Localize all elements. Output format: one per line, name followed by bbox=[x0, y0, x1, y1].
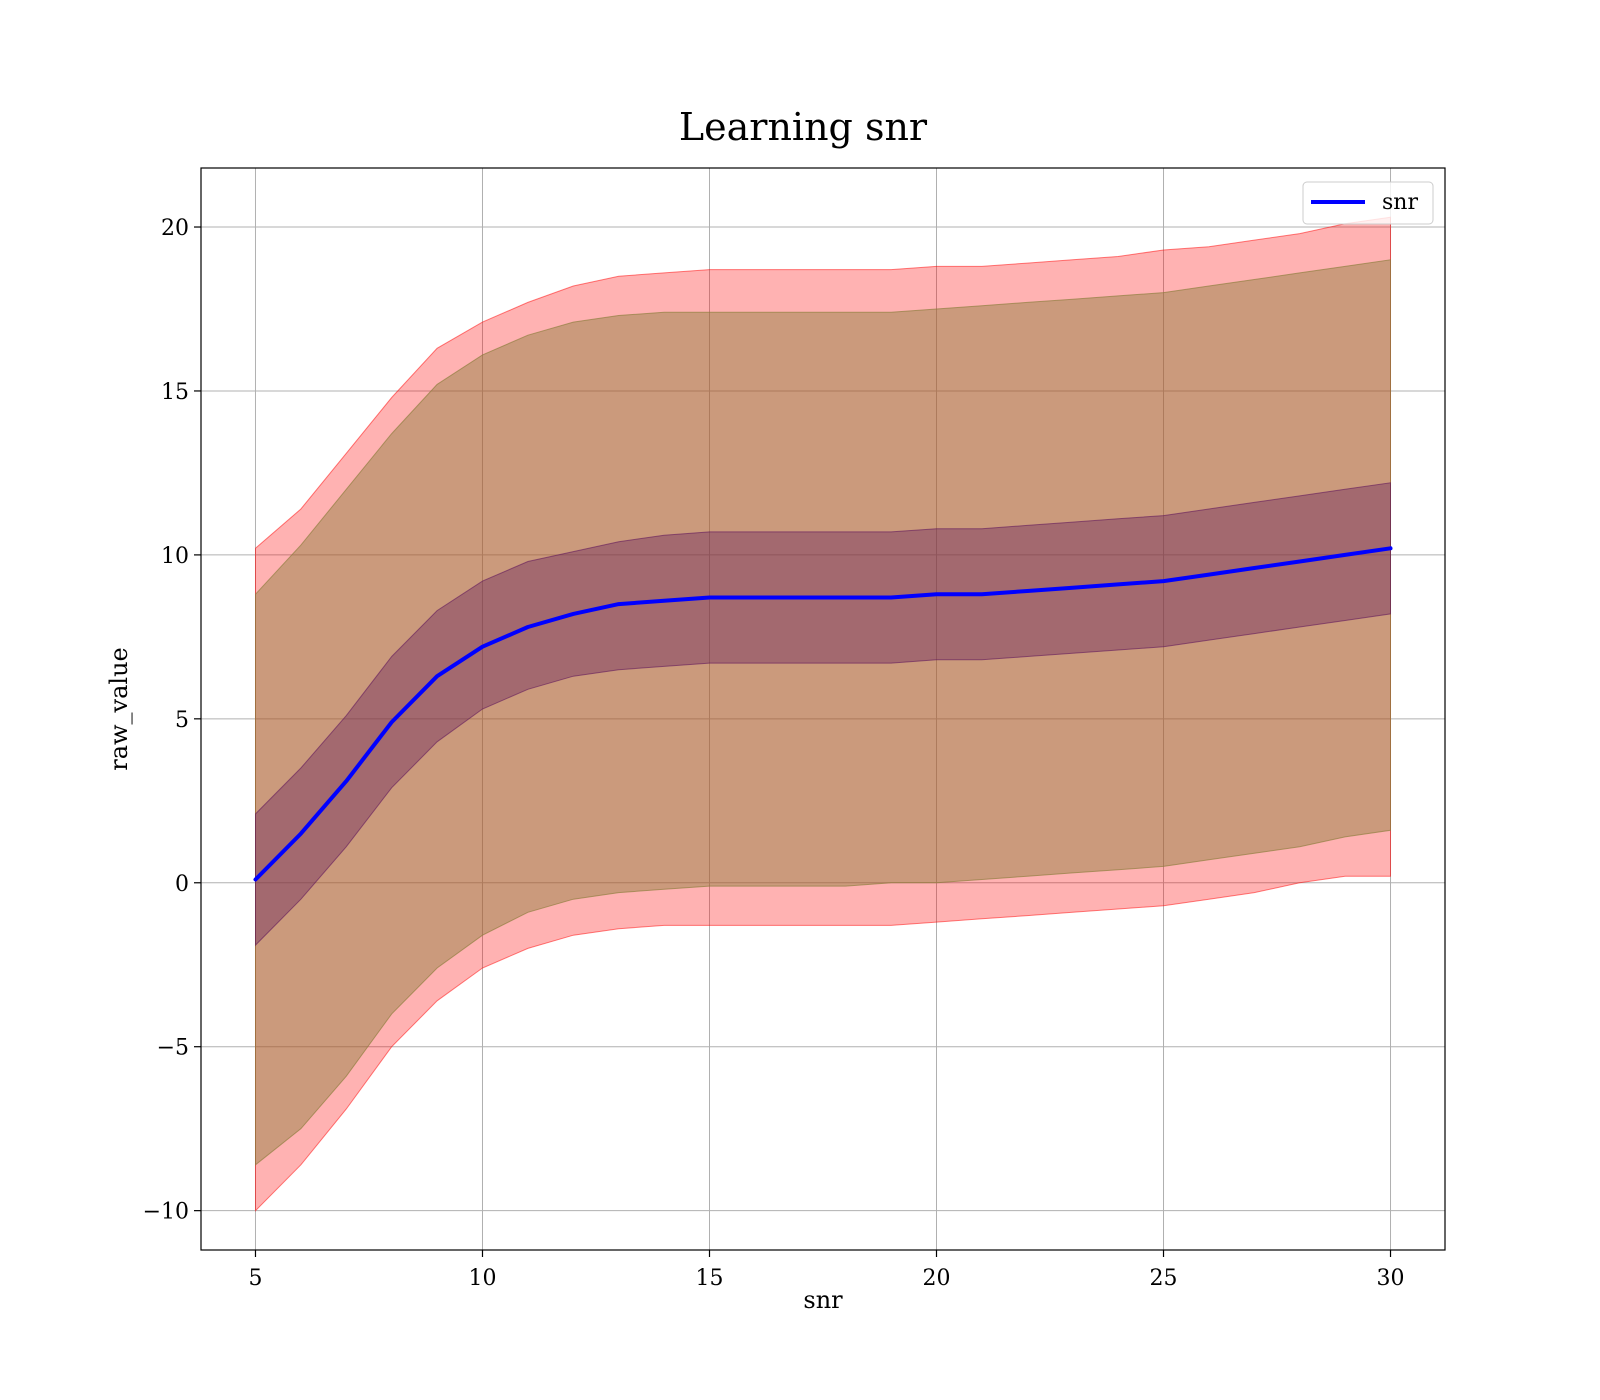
legend[interactable]: snr bbox=[1302, 181, 1434, 225]
x-tick-label: 25 bbox=[1150, 1266, 1178, 1291]
y-tick-label: −10 bbox=[143, 1200, 189, 1225]
x-tick-label: 20 bbox=[923, 1266, 951, 1291]
x-tick-label: 10 bbox=[468, 1266, 496, 1291]
y-tick-label: 5 bbox=[175, 708, 189, 733]
series-line-snr bbox=[253, 546, 1393, 882]
confidence-band-2 bbox=[255, 482, 1391, 947]
y-axis: −10 −5 0 5 10 15 20 bbox=[143, 216, 201, 1225]
x-tick-label: 5 bbox=[248, 1266, 262, 1291]
plot-frame bbox=[200, 167, 1446, 1251]
y-tick-label: 15 bbox=[161, 380, 189, 405]
confidence-band-1 bbox=[255, 259, 1391, 1166]
y-tick-label: 0 bbox=[175, 872, 189, 897]
x-axis-label: snr bbox=[803, 1286, 843, 1314]
plot-background bbox=[201, 168, 1445, 1250]
confidence-band-0 bbox=[255, 216, 1391, 1212]
x-tick-label: 15 bbox=[695, 1266, 723, 1291]
legend-label-snr: snr bbox=[1382, 190, 1418, 215]
chart-title: Learning snr bbox=[679, 105, 928, 149]
x-tick-label: 30 bbox=[1377, 1266, 1405, 1291]
plot-area bbox=[200, 167, 1446, 1251]
confidence-bands bbox=[255, 216, 1391, 1212]
y-tick-label: 10 bbox=[161, 544, 189, 569]
legend-box bbox=[1302, 181, 1434, 225]
x-axis: 5 10 15 20 25 30 bbox=[248, 1250, 1405, 1291]
series-lines bbox=[253, 546, 1393, 882]
y-tick-label: −5 bbox=[157, 1036, 189, 1061]
y-tick-label: 20 bbox=[161, 216, 189, 241]
y-axis-label: raw_value bbox=[105, 647, 133, 771]
